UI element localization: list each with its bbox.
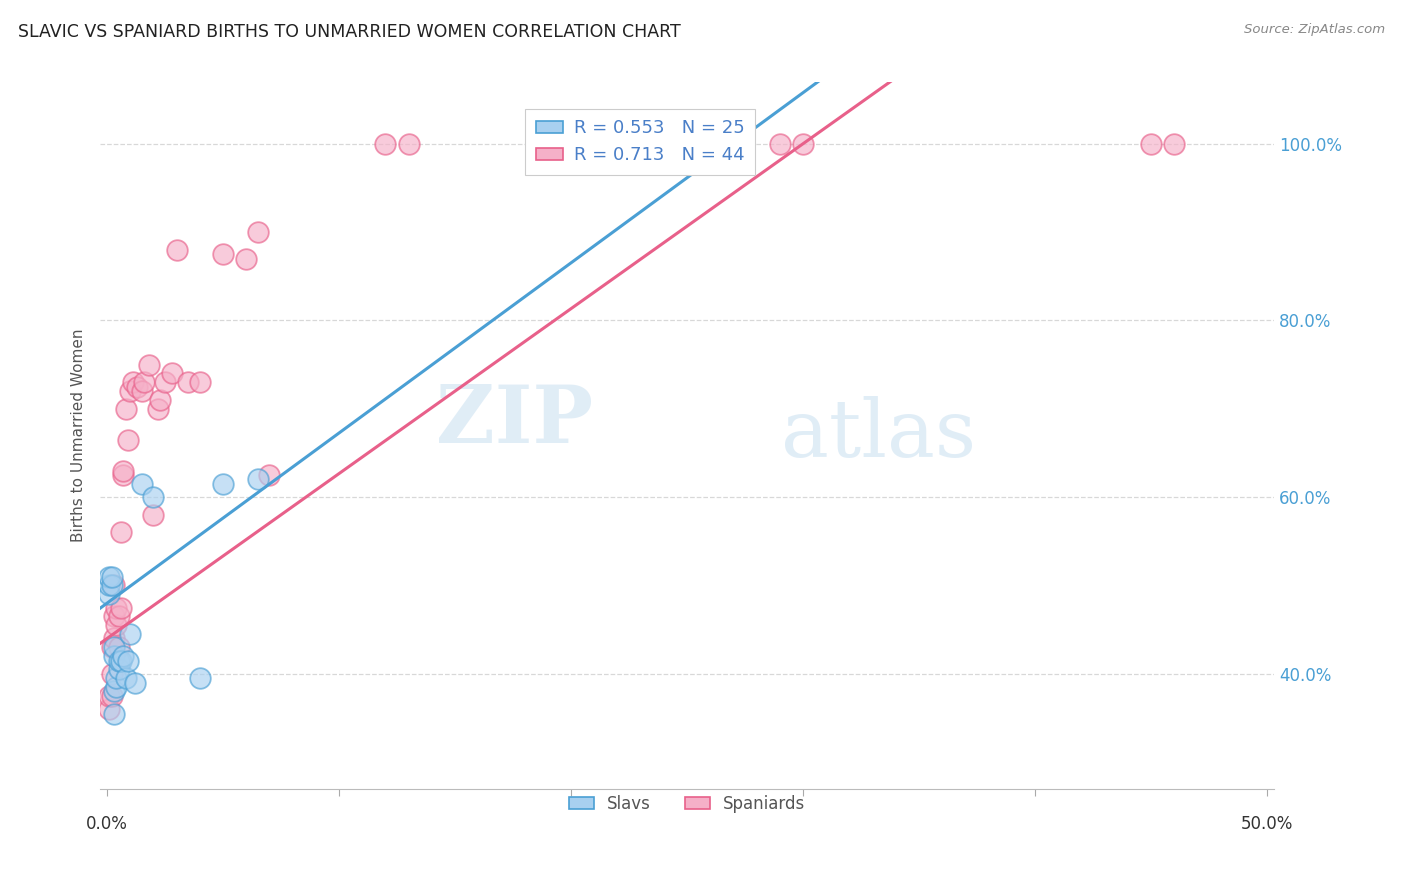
- Slavs: [131, 476, 153, 491]
- Spaniards: [105, 600, 128, 615]
- Spaniards: [103, 578, 125, 592]
- Spaniards: [259, 468, 281, 483]
- Spaniards: [398, 136, 420, 151]
- Spaniards: [112, 468, 135, 483]
- Spaniards: [188, 376, 211, 390]
- Spaniards: [110, 600, 132, 615]
- Slavs: [105, 680, 128, 694]
- Slavs: [142, 490, 165, 504]
- Spaniards: [235, 252, 257, 266]
- Slavs: [114, 671, 136, 685]
- Legend: Slavs, Spaniards: Slavs, Spaniards: [562, 788, 811, 819]
- Slavs: [110, 654, 132, 668]
- Spaniards: [107, 640, 129, 655]
- Spaniards: [98, 702, 121, 716]
- Slavs: [103, 684, 125, 698]
- Spaniards: [107, 609, 129, 624]
- Spaniards: [110, 525, 132, 540]
- Slavs: [105, 671, 128, 685]
- Spaniards: [723, 136, 745, 151]
- Slavs: [103, 649, 125, 664]
- Slavs: [98, 569, 121, 583]
- Spaniards: [131, 384, 153, 398]
- Spaniards: [127, 380, 149, 394]
- Slavs: [107, 654, 129, 668]
- Slavs: [188, 671, 211, 685]
- Slavs: [103, 706, 125, 721]
- Spaniards: [114, 401, 136, 416]
- Spaniards: [142, 508, 165, 522]
- Spaniards: [212, 247, 235, 261]
- Spaniards: [166, 243, 188, 257]
- Slavs: [212, 476, 235, 491]
- Slavs: [723, 136, 745, 151]
- Slavs: [100, 569, 122, 583]
- Slavs: [112, 649, 135, 664]
- Spaniards: [153, 376, 176, 390]
- Slavs: [107, 662, 129, 676]
- Slavs: [100, 578, 122, 592]
- Spaniards: [100, 640, 122, 655]
- Text: atlas: atlas: [780, 396, 976, 475]
- Spaniards: [105, 618, 128, 632]
- Spaniards: [146, 401, 169, 416]
- Spaniards: [1140, 136, 1163, 151]
- Text: 50.0%: 50.0%: [1240, 815, 1294, 833]
- Slavs: [98, 578, 121, 592]
- Slavs: [246, 472, 269, 486]
- Spaniards: [246, 225, 269, 239]
- Text: 0.0%: 0.0%: [86, 815, 128, 833]
- Spaniards: [769, 136, 792, 151]
- Spaniards: [606, 136, 628, 151]
- Spaniards: [160, 367, 183, 381]
- Spaniards: [112, 464, 135, 478]
- Spaniards: [100, 689, 122, 703]
- Spaniards: [120, 384, 142, 398]
- Spaniards: [134, 376, 156, 390]
- Spaniards: [100, 666, 122, 681]
- Y-axis label: Births to Unmarried Women: Births to Unmarried Women: [72, 328, 86, 542]
- Slavs: [120, 627, 142, 641]
- Text: ZIP: ZIP: [436, 382, 593, 460]
- Spaniards: [792, 136, 814, 151]
- Spaniards: [1163, 136, 1185, 151]
- Slavs: [103, 640, 125, 655]
- Spaniards: [98, 689, 121, 703]
- Spaniards: [149, 392, 172, 407]
- Slavs: [124, 675, 146, 690]
- Text: SLAVIC VS SPANIARD BIRTHS TO UNMARRIED WOMEN CORRELATION CHART: SLAVIC VS SPANIARD BIRTHS TO UNMARRIED W…: [18, 23, 681, 41]
- Spaniards: [374, 136, 396, 151]
- Spaniards: [103, 632, 125, 646]
- Spaniards: [121, 376, 143, 390]
- Spaniards: [177, 376, 200, 390]
- Slavs: [98, 587, 121, 601]
- Spaniards: [103, 609, 125, 624]
- Text: Source: ZipAtlas.com: Source: ZipAtlas.com: [1244, 23, 1385, 37]
- Slavs: [117, 654, 139, 668]
- Spaniards: [117, 433, 139, 447]
- Spaniards: [138, 358, 160, 372]
